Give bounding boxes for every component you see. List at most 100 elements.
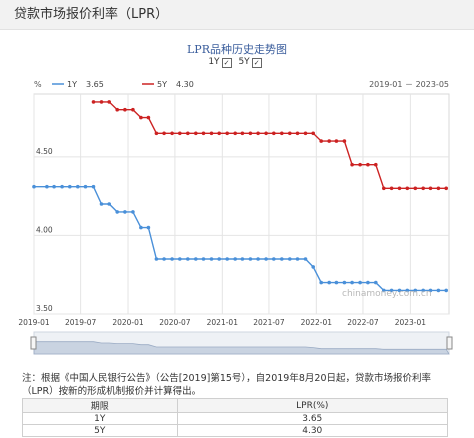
toggle-1y-checkbox[interactable]: ✓ <box>221 58 232 68</box>
data-point-5y <box>240 131 245 136</box>
data-point-5y <box>389 186 394 191</box>
data-point-5y <box>272 131 276 136</box>
x-tick-label: 2023-01 <box>395 318 427 327</box>
data-point-1y <box>131 210 135 214</box>
data-point-5y <box>139 115 143 120</box>
data-point-1y <box>334 280 339 285</box>
data-point-1y <box>83 184 88 189</box>
data-point-1y <box>303 257 308 261</box>
data-point-5y <box>99 100 104 104</box>
x-tick-label: 2022-01 <box>301 318 333 327</box>
date-range-label: 2019-01 － 2023-05 <box>369 80 449 89</box>
table-header-rate: LPR(%) <box>176 398 449 413</box>
table-cell-rate: 3.65 <box>176 412 449 425</box>
data-point-5y <box>366 162 370 167</box>
data-point-1y <box>32 184 36 189</box>
data-point-5y <box>248 131 253 136</box>
x-tick-label: 2019-07 <box>65 318 97 327</box>
data-point-5y <box>334 139 339 143</box>
data-point-5y <box>295 131 300 136</box>
data-point-5y <box>303 131 308 136</box>
data-point-1y <box>76 184 80 189</box>
data-point-5y <box>209 131 214 136</box>
data-point-5y <box>131 107 135 112</box>
data-point-1y <box>139 225 143 230</box>
data-point-1y <box>201 257 206 261</box>
data-point-5y <box>107 100 111 104</box>
data-point-1y <box>421 288 426 293</box>
table-header-term: 期限 <box>22 398 178 413</box>
data-point-5y <box>115 107 119 112</box>
data-point-1y <box>319 280 324 285</box>
table-header-row: 期限 LPR(%) <box>22 398 449 413</box>
data-point-1y <box>194 257 198 261</box>
data-point-1y <box>382 288 386 293</box>
chart-title: LPR品种历史走势图 <box>187 43 287 56</box>
lpr-table: 期限 LPR(%) 1Y 3.65 5Y 4.30 <box>22 398 449 437</box>
data-point-5y <box>413 186 418 191</box>
data-point-5y <box>256 131 260 136</box>
table-row: 5Y 4.30 <box>22 424 449 437</box>
toggle-5y-checkbox[interactable]: ✓ <box>251 58 262 68</box>
plot-border <box>33 93 450 315</box>
data-point-1y <box>178 257 182 261</box>
lpr-chart: 2019-01 2019-07 2020-01 2020-07 2021-01 2021-… <box>18 80 453 355</box>
navigator-handle-left <box>30 336 37 350</box>
data-point-1y <box>209 257 214 261</box>
data-point-1y <box>233 257 237 261</box>
legend-value-5y: 4.30 <box>176 80 194 89</box>
series-toggles: 1Y ✓ 5Y ✓ <box>0 57 474 68</box>
data-point-1y <box>154 257 159 261</box>
data-point-5y <box>444 186 449 191</box>
data-point-5y <box>123 107 127 112</box>
data-point-5y <box>194 131 198 136</box>
data-point-5y <box>264 131 268 136</box>
data-point-5y <box>428 186 433 191</box>
data-point-1y <box>389 288 394 293</box>
data-point-1y <box>240 257 245 261</box>
data-point-5y <box>154 131 159 136</box>
footnote: 注：根据《中国人民银行公告》（公告[2019]第15号），自2019年8月20日… <box>22 373 431 397</box>
data-point-5y <box>146 115 151 120</box>
data-point-5y <box>374 162 378 167</box>
data-point-5y <box>186 131 190 136</box>
data-point-1y <box>45 184 49 189</box>
legend-label-1y: 1Y <box>67 80 77 89</box>
data-point-1y <box>264 257 268 261</box>
data-point-1y <box>272 257 276 261</box>
data-point-1y <box>413 288 418 293</box>
data-point-1y <box>288 257 292 261</box>
data-point-1y <box>311 265 316 269</box>
toggle-5y-label: 5Y <box>238 57 250 67</box>
x-tick-label: 2021-07 <box>253 318 285 327</box>
table-row: 1Y 3.65 <box>22 412 449 425</box>
data-point-1y <box>162 257 166 261</box>
data-point-5y <box>405 186 410 191</box>
data-point-5y <box>91 100 96 104</box>
data-point-5y <box>350 162 354 167</box>
data-point-1y <box>397 288 402 293</box>
y-tick-label: 4.50 <box>36 147 53 156</box>
chart-grid <box>33 93 450 315</box>
navigator-handle-right <box>446 336 453 350</box>
data-point-1y <box>186 257 190 261</box>
toggle-1y-label: 1Y <box>208 57 220 67</box>
table-cell-rate: 4.30 <box>176 424 449 437</box>
data-point-5y <box>342 139 347 143</box>
data-point-1y <box>444 288 449 293</box>
data-point-1y <box>225 257 229 261</box>
data-point-5y <box>217 131 221 136</box>
data-point-5y <box>397 186 402 191</box>
data-point-5y <box>170 131 174 136</box>
data-point-1y <box>60 184 64 189</box>
data-point-1y <box>405 288 410 293</box>
range-navigator[interactable] <box>30 331 453 355</box>
data-point-1y <box>146 225 151 230</box>
x-tick-label: 2019-01 <box>18 318 50 327</box>
data-point-1y <box>170 257 174 261</box>
data-point-1y <box>217 257 221 261</box>
data-point-5y <box>280 131 284 136</box>
page-title: 贷款市场报价利率（LPR） <box>0 0 474 30</box>
data-point-5y <box>178 131 182 136</box>
y-unit-label: % <box>34 80 42 89</box>
